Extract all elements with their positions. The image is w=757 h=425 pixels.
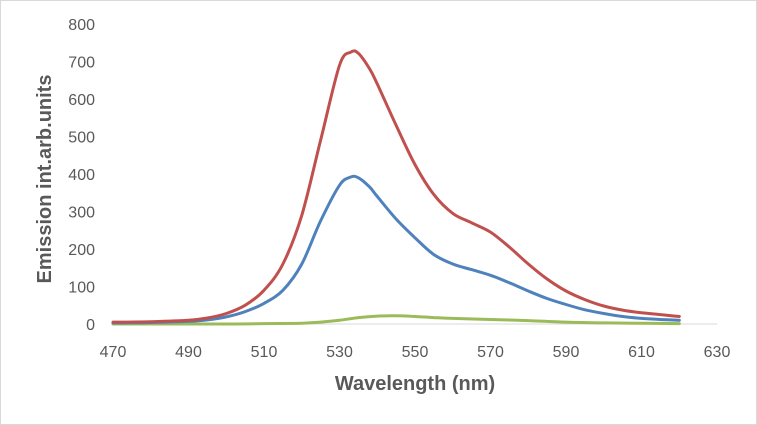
x-tick-label: 550	[402, 344, 429, 361]
y-axis-ticks: 0 100 200 300 400 500 600 700 800	[68, 17, 95, 334]
series-line-blue	[111, 174, 681, 325]
y-tick-label: 200	[68, 242, 95, 259]
x-tick-label: 630	[704, 344, 731, 361]
x-tick-label: 510	[251, 344, 278, 361]
y-tick-label: 400	[68, 167, 95, 184]
y-tick-label: 500	[68, 130, 95, 147]
y-tick-label: 800	[68, 17, 95, 34]
y-tick-label: 300	[68, 205, 95, 222]
series-line-red	[111, 49, 681, 324]
x-tick-label: 490	[175, 344, 202, 361]
y-tick-label: 100	[68, 280, 95, 297]
x-axis-ticks: 470 490 510 530 550 570 590 610 630	[100, 344, 731, 361]
x-tick-label: 470	[100, 344, 127, 361]
y-tick-label: 600	[68, 92, 95, 109]
series-line-green	[111, 314, 681, 326]
x-tick-label: 530	[326, 344, 353, 361]
x-tick-label: 610	[628, 344, 655, 361]
y-axis-title: Emission int.arb.units	[34, 75, 56, 284]
y-tick-label: 0	[86, 317, 95, 334]
x-tick-label: 570	[477, 344, 504, 361]
y-tick-label: 700	[68, 55, 95, 72]
series-layer	[111, 49, 681, 326]
x-tick-label: 590	[553, 344, 580, 361]
x-axis-title: Wavelength (nm)	[335, 373, 495, 395]
